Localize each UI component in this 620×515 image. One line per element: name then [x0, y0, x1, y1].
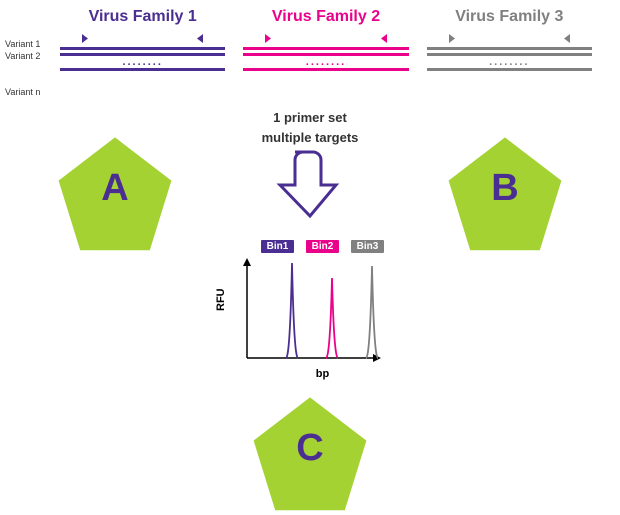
family-2: Virus Family 2........: [243, 8, 408, 74]
bins-row: Bin1 Bin2 Bin3: [225, 240, 400, 256]
primer-arrow: 1 primer set multiple targets: [250, 110, 370, 220]
variant-line: [60, 53, 225, 56]
arrow-text-1: 1 primer set: [250, 110, 370, 126]
family-title: Virus Family 3: [427, 8, 592, 26]
bin-label: Bin3: [351, 240, 385, 253]
bin-label: Bin2: [306, 240, 340, 253]
variant-line: [243, 68, 408, 71]
primer-right-icon: [197, 34, 219, 43]
pentagon-a: A: [55, 135, 175, 250]
arrow-text-2: multiple targets: [250, 130, 370, 146]
variant-line: [243, 53, 408, 56]
primer-left-icon: [249, 34, 271, 43]
pentagon-b: B: [445, 135, 565, 250]
variant-line: [60, 47, 225, 50]
ellipsis: ........: [427, 59, 592, 65]
primer-left-icon: [66, 34, 88, 43]
family-3: Virus Family 3........: [427, 8, 592, 74]
pentagon-c: C: [250, 395, 370, 510]
bin-label: Bin1: [261, 240, 295, 253]
pentagon-b-label: B: [445, 135, 565, 250]
pentagon-a-label: A: [55, 135, 175, 250]
pentagon-c-label: C: [250, 395, 370, 510]
family-1: Virus Family 1Variant 1Variant 2Variant …: [60, 8, 225, 74]
x-axis-label: bp: [225, 368, 400, 380]
variant-line: [427, 53, 592, 56]
ellipsis: ........: [60, 59, 225, 65]
variant-line: [427, 68, 592, 71]
primer-right-icon: [381, 34, 403, 43]
ellipsis: ........: [243, 59, 408, 65]
variant-labels: Variant 1Variant 2Variant n: [5, 38, 40, 98]
primer-left-icon: [433, 34, 455, 43]
family-title: Virus Family 2: [243, 8, 408, 26]
variant-line: [427, 47, 592, 50]
family-title: Virus Family 1: [60, 8, 225, 26]
y-axis-label: RFU: [215, 288, 227, 311]
electropherogram-chart: Bin1Bin2Bin3 RFU bp: [225, 240, 400, 390]
primer-right-icon: [564, 34, 586, 43]
variant-line: [243, 47, 408, 50]
variant-line: [60, 68, 225, 71]
arrow-icon: [275, 150, 345, 220]
families-row: Virus Family 1Variant 1Variant 2Variant …: [0, 0, 620, 74]
chart-svg: [225, 256, 385, 366]
